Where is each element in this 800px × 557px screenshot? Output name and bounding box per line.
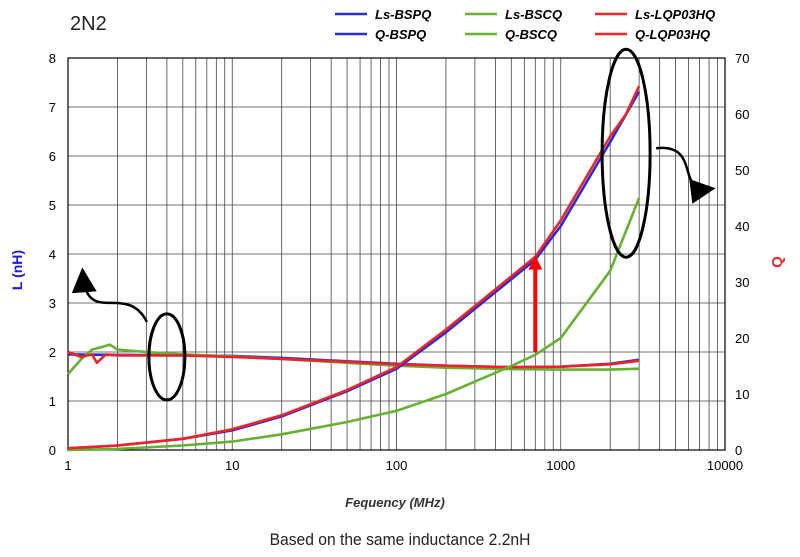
plot-frame xyxy=(67,57,726,451)
y-right-tick-label: 30 xyxy=(735,275,749,290)
y-left-tick-label: 4 xyxy=(49,247,56,262)
series-lines xyxy=(67,85,641,452)
y-axis-label-right: Q xyxy=(769,256,786,268)
left-ellipse xyxy=(147,312,187,402)
x-axis-label: Fequency (MHz) xyxy=(345,495,445,510)
left-curved-arrow xyxy=(71,267,149,323)
y-left-tick-label: 3 xyxy=(49,296,56,311)
y-right-tick-label: 50 xyxy=(735,163,749,178)
series-line-q-bscq xyxy=(67,197,641,452)
y-left-tick-label: 0 xyxy=(49,443,56,458)
legend-label: Q-BSPQ xyxy=(375,27,426,42)
legend-label: Ls-BSCQ xyxy=(505,7,562,22)
legend-label: Ls-BSPQ xyxy=(375,7,431,22)
y-right-tick-label: 10 xyxy=(735,387,749,402)
x-tick-label: 1 xyxy=(64,458,71,473)
y-left-tick-label: 8 xyxy=(49,51,56,66)
x-tick-label: 1000 xyxy=(546,458,575,473)
annotations xyxy=(71,47,716,402)
grid xyxy=(67,57,725,451)
y-right-tick-label: 0 xyxy=(735,443,742,458)
series-line-ls-lqp03hq xyxy=(67,350,640,369)
y-right-tick-label: 40 xyxy=(735,219,749,234)
y-axis-label-left: L (nH) xyxy=(9,250,25,290)
y-right-tick-label: 60 xyxy=(735,107,749,122)
chart-title: 2N2 xyxy=(70,13,107,35)
y-left-tick-label: 1 xyxy=(49,394,56,409)
x-tick-label: 10000 xyxy=(707,458,743,473)
legend: Ls-BSPQ Ls-BSCQ Ls-LQP03HQ Q-BSPQ Q-BSCQ Q-LQ… xyxy=(335,7,715,42)
x-tick-label: 10 xyxy=(225,458,239,473)
x-tick-label: 100 xyxy=(386,458,408,473)
axes xyxy=(67,57,726,451)
y-left-tick-label: 6 xyxy=(49,149,56,164)
y-left-tick-label: 2 xyxy=(49,345,56,360)
legend-label: Q-LQP03HQ xyxy=(635,27,710,42)
y-right-tick-label: 20 xyxy=(735,331,749,346)
y-left-tick-label: 5 xyxy=(49,198,56,213)
legend-label: Ls-LQP03HQ xyxy=(635,7,715,22)
y-left-tick-label: 7 xyxy=(49,100,56,115)
red-arrow-head xyxy=(528,255,543,270)
right-ellipse xyxy=(600,47,652,259)
legend-label: Q-BSCQ xyxy=(505,27,557,42)
caption: Based on the same inductance 2.2nH xyxy=(269,530,531,549)
right-curved-arrow xyxy=(655,146,716,204)
y-right-tick-label: 70 xyxy=(735,51,749,66)
